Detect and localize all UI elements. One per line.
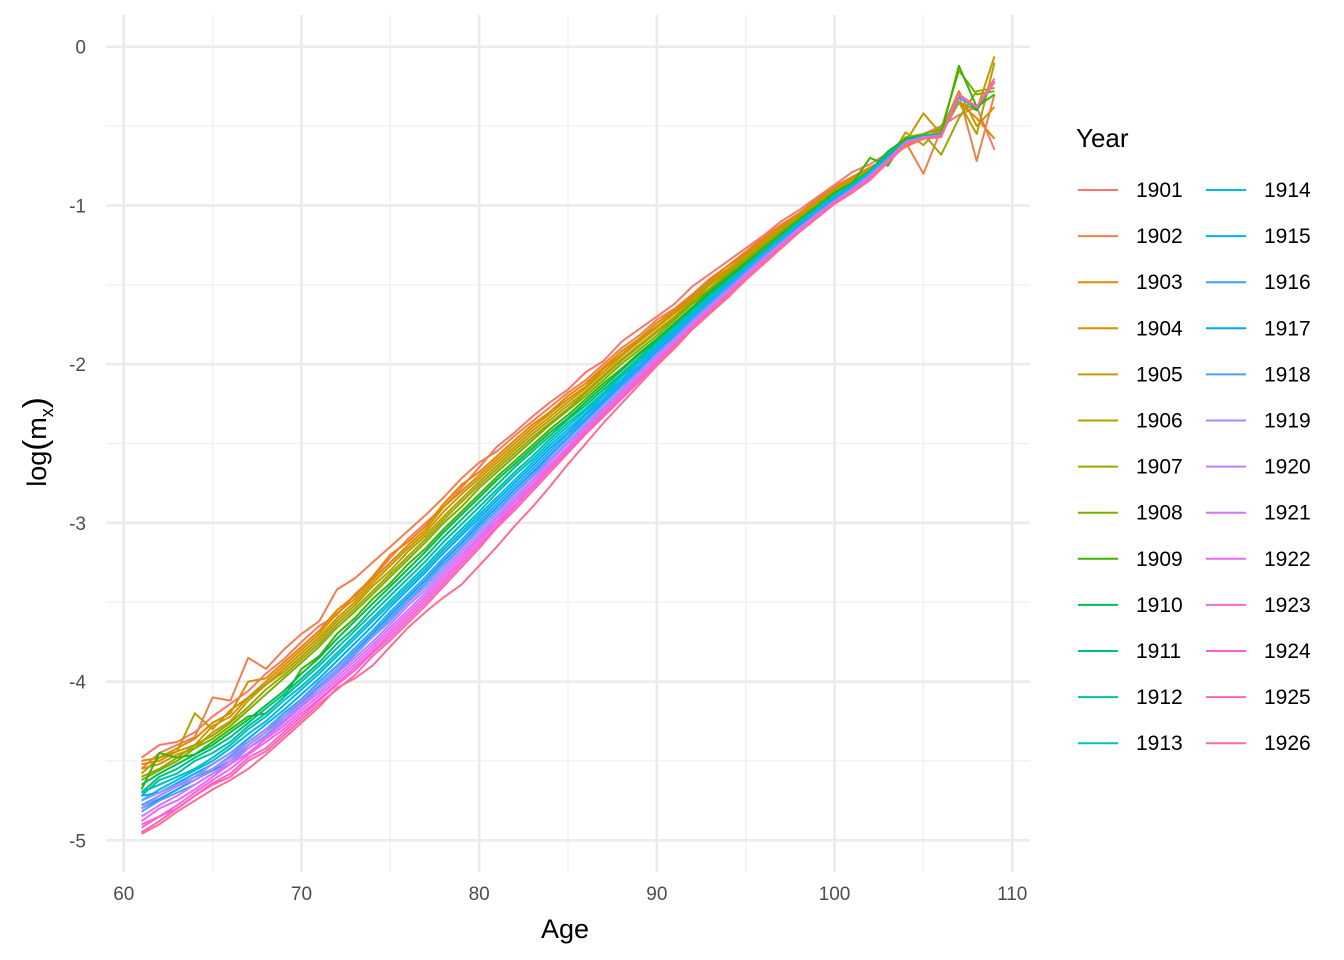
x-tick-label: 60 <box>113 884 134 905</box>
y-axis-tick-labels: 0 -1 -2 -3 -4 -5 <box>69 38 86 853</box>
legend-label: 1914 <box>1264 179 1311 202</box>
legend-label: 1908 <box>1136 502 1183 525</box>
y-axis-title-main: log <box>22 451 52 487</box>
series-line-1904 <box>141 90 996 766</box>
legend-label: 1912 <box>1136 686 1183 709</box>
legend-item-1913: 1913 <box>1078 732 1183 755</box>
legend-item-1909: 1909 <box>1078 548 1183 571</box>
legend-label: 1905 <box>1136 363 1183 386</box>
legend-label: 1903 <box>1136 271 1183 294</box>
x-tick-label: 90 <box>646 884 667 905</box>
series-line-1926 <box>141 77 996 835</box>
y-axis-title-paren-open: ( <box>16 440 53 451</box>
legend-item-1902: 1902 <box>1078 225 1183 248</box>
series-line-1912 <box>140 81 996 797</box>
x-axis-title: Age <box>541 914 589 944</box>
legend-label: 1909 <box>1136 548 1183 571</box>
legend-item-1905: 1905 <box>1078 363 1183 386</box>
y-tick-label: 0 <box>75 38 86 59</box>
legend-item-1904: 1904 <box>1078 317 1183 340</box>
y-tick-label: -1 <box>69 196 86 217</box>
legend-label: 1910 <box>1136 594 1183 617</box>
legend-item-1906: 1906 <box>1078 410 1183 433</box>
legend-label: 1915 <box>1264 225 1311 248</box>
x-tick-label: 70 <box>291 884 312 905</box>
y-tick-label: -2 <box>69 355 86 376</box>
legend-item-1901: 1901 <box>1078 179 1183 202</box>
legend-item-1914: 1914 <box>1206 179 1311 202</box>
series-line-1915 <box>141 81 996 797</box>
legend-label: 1926 <box>1264 732 1311 755</box>
legend-label: 1923 <box>1264 594 1311 617</box>
legend-items: 1901 1902 1903 1904 1905 1906 1907 1908 1909 1910… <box>1078 179 1311 755</box>
legend-item-1920: 1920 <box>1206 456 1311 479</box>
legend-item-1923: 1923 <box>1206 594 1311 617</box>
x-tick-label: 100 <box>819 884 851 905</box>
legend-label: 1920 <box>1264 456 1311 479</box>
legend-label: 1911 <box>1136 640 1181 663</box>
legend-item-1903: 1903 <box>1078 271 1183 294</box>
series-line-1910 <box>140 81 996 786</box>
y-axis-title: log(mx) <box>16 397 57 487</box>
legend-label: 1906 <box>1136 410 1183 433</box>
x-tick-label: 110 <box>997 884 1027 905</box>
legend-label: 1907 <box>1136 456 1183 479</box>
y-axis-title-var: m <box>22 417 52 440</box>
series-line-1901 <box>140 106 996 759</box>
y-tick-label: -5 <box>69 831 86 852</box>
legend-label: 1925 <box>1264 686 1311 709</box>
legend-label: 1919 <box>1264 410 1311 433</box>
legend-item-1917: 1917 <box>1206 317 1311 340</box>
legend-label: 1917 <box>1264 317 1311 340</box>
x-axis-tick-labels: 60 70 80 90 100 110 <box>113 884 1027 905</box>
x-tick-label: 80 <box>469 884 490 905</box>
series-line-1921 <box>140 81 996 818</box>
legend-label: 1902 <box>1136 225 1183 248</box>
legend: Year 19011902190319041905190619071908190… <box>1076 123 1311 755</box>
legend-item-1908: 1908 <box>1078 502 1183 525</box>
legend-item-1919: 1919 <box>1206 410 1311 433</box>
legend-label: 1924 <box>1264 640 1311 663</box>
y-tick-label: -3 <box>69 514 86 535</box>
legend-item-1916: 1916 <box>1206 271 1311 294</box>
legend-item-1921: 1921 <box>1206 502 1311 525</box>
legend-item-1924: 1924 <box>1206 640 1311 663</box>
y-axis-title-paren-close: ) <box>16 397 53 408</box>
legend-item-1926: 1926 <box>1206 732 1311 755</box>
series-line-1918 <box>140 81 996 813</box>
minor-gridlines <box>106 15 1030 872</box>
series-lines <box>140 55 996 835</box>
legend-title: Year <box>1076 123 1129 153</box>
major-gridlines <box>106 15 1030 872</box>
series-line-1903 <box>141 101 996 762</box>
y-tick-label: -4 <box>69 673 86 694</box>
legend-item-1925: 1925 <box>1206 686 1311 709</box>
legend-item-1911: 1911 <box>1078 640 1181 663</box>
legend-label: 1913 <box>1136 732 1183 755</box>
legend-item-1910: 1910 <box>1078 594 1183 617</box>
legend-label: 1901 <box>1136 179 1183 202</box>
legend-label: 1916 <box>1264 271 1311 294</box>
legend-item-1907: 1907 <box>1078 456 1183 479</box>
legend-label: 1904 <box>1136 317 1183 340</box>
legend-item-1918: 1918 <box>1206 363 1311 386</box>
series-line-1924 <box>140 81 996 829</box>
legend-item-1915: 1915 <box>1206 225 1311 248</box>
legend-item-1912: 1912 <box>1078 686 1183 709</box>
series-line-1905 <box>141 55 996 770</box>
legend-label: 1921 <box>1264 502 1311 525</box>
svg-text:log(mx): log(mx) <box>16 397 57 487</box>
legend-label: 1918 <box>1264 363 1311 386</box>
legend-label: 1922 <box>1264 548 1311 571</box>
legend-item-1922: 1922 <box>1206 548 1311 571</box>
y-axis-title-sub: x <box>37 408 57 417</box>
